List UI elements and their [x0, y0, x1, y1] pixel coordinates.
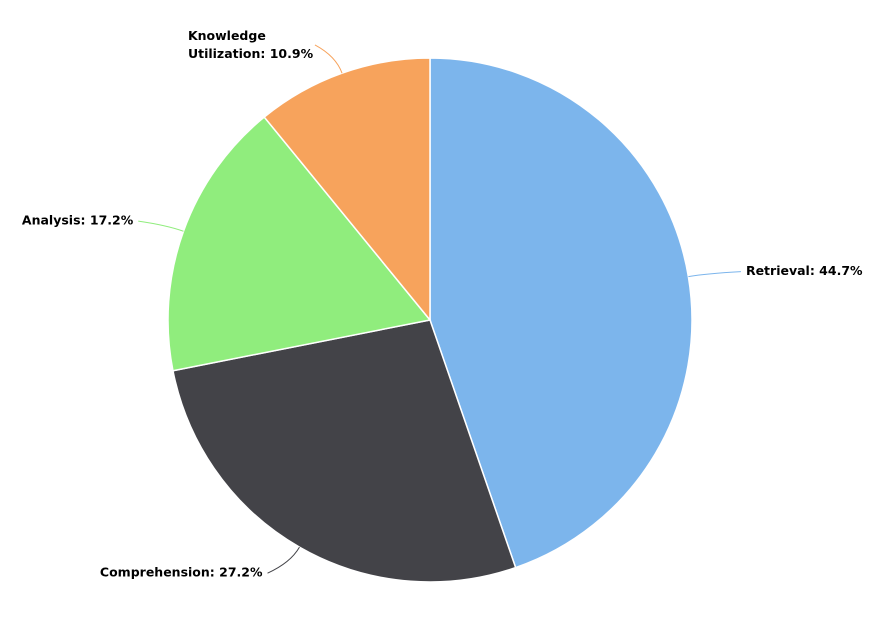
pie-slice	[263, 57, 431, 323]
label-connector	[267, 546, 300, 574]
data-label: Retrieval: 44.7%	[746, 263, 863, 278]
pie-slice	[429, 57, 693, 569]
label-connector	[688, 271, 741, 278]
label-connector	[314, 44, 343, 74]
label-connector	[138, 220, 184, 232]
data-label: Comprehension: 27.2%	[100, 565, 263, 580]
data-label: Analysis: 17.2%	[22, 213, 134, 228]
label-line: Utilization: 10.9%	[188, 45, 314, 60]
label-line: Knowledge	[188, 27, 270, 42]
data-label: Knowledge Utilization: 10.9%	[188, 27, 314, 60]
pie-slice	[167, 116, 432, 372]
